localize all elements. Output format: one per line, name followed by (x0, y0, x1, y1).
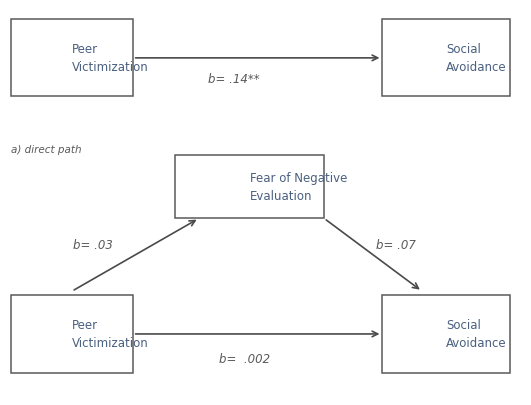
Text: b=  .002: b= .002 (219, 352, 270, 365)
Text: Fear of Negative
Evaluation: Fear of Negative Evaluation (250, 172, 347, 203)
Text: Peer
Victimization: Peer Victimization (72, 43, 149, 74)
Text: b= .07: b= .07 (375, 239, 416, 252)
Text: b= .14**: b= .14** (208, 72, 260, 85)
Text: a) direct path: a) direct path (11, 145, 81, 155)
FancyBboxPatch shape (382, 20, 510, 97)
FancyBboxPatch shape (11, 296, 133, 373)
Text: Peer
Victimization: Peer Victimization (72, 319, 149, 350)
FancyBboxPatch shape (175, 156, 324, 219)
FancyBboxPatch shape (382, 296, 510, 373)
FancyBboxPatch shape (11, 20, 133, 97)
Text: Social
Avoidance: Social Avoidance (446, 43, 507, 74)
Text: b= .03: b= .03 (73, 239, 113, 252)
Text: Social
Avoidance: Social Avoidance (446, 319, 507, 350)
